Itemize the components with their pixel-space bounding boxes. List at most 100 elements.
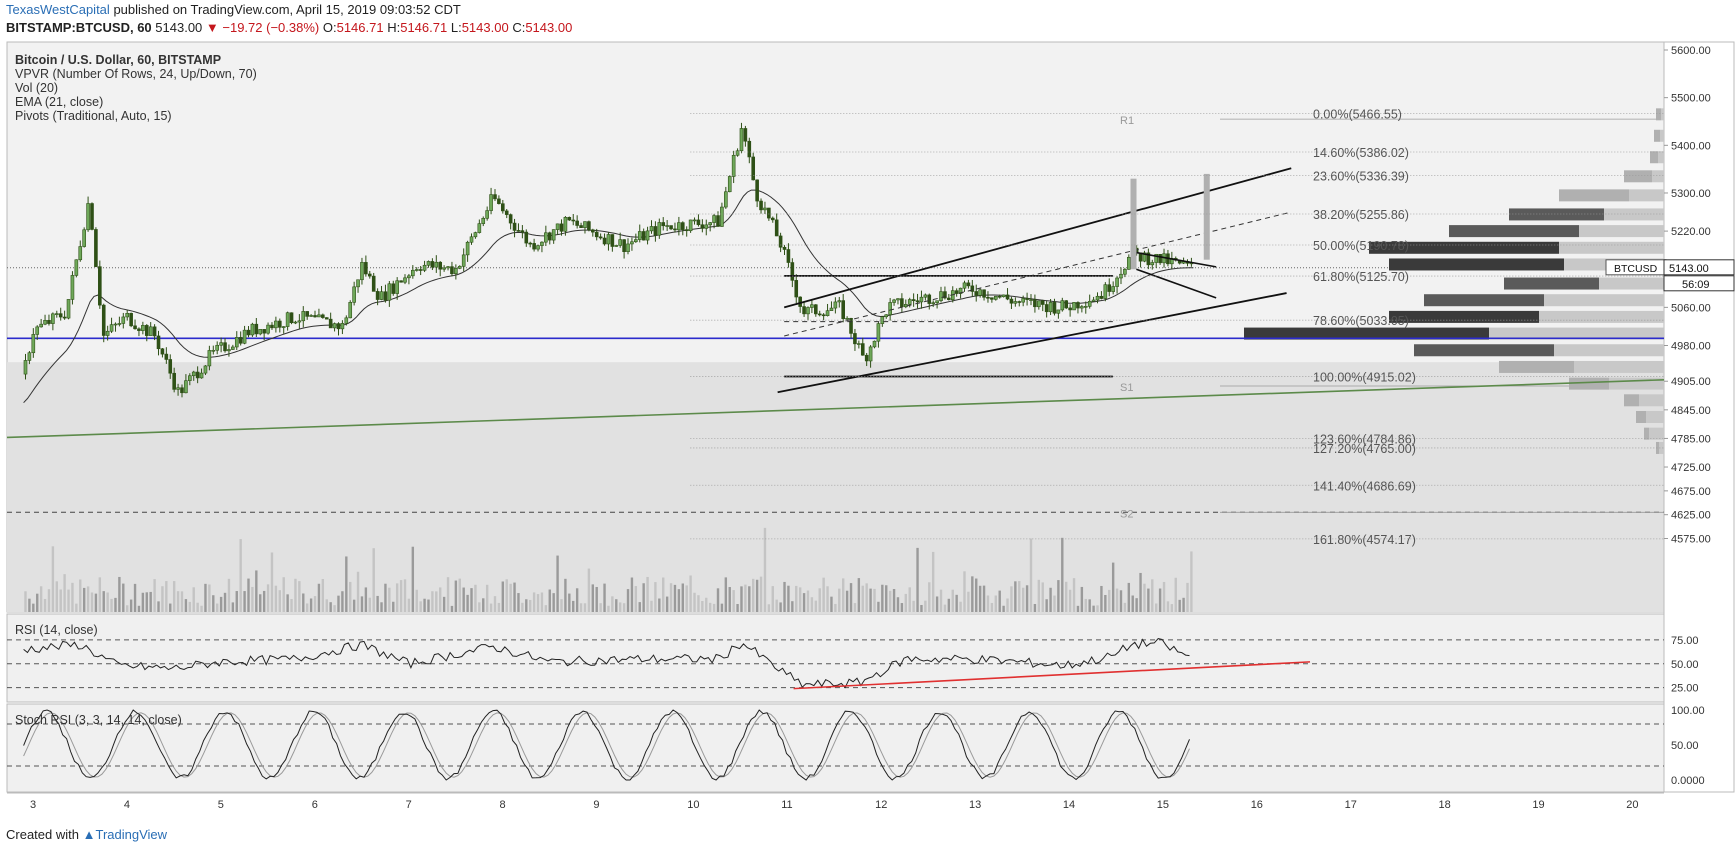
candle-body [774, 219, 779, 237]
candle-body [1021, 298, 1025, 303]
volume-bar [1065, 581, 1068, 612]
candle-body [199, 372, 204, 379]
candle-body [551, 229, 556, 241]
price-change: ▼ −19.72 (−0.38%) [205, 20, 320, 35]
volume-bar [266, 584, 270, 612]
volume-bar [67, 589, 70, 612]
candle-body [555, 223, 560, 230]
volume-bar [368, 597, 371, 612]
volume-bar [775, 599, 778, 612]
candle-body [594, 231, 599, 238]
vpvr-up-bar [1636, 410, 1646, 423]
candle-body [371, 275, 376, 292]
volume-bar [325, 599, 328, 612]
price-axis-label: 5300.00 [1671, 188, 1711, 200]
volume-bar [881, 584, 884, 612]
candle-body [1001, 294, 1006, 298]
candle-body [461, 254, 466, 267]
fib-label: 141.40%(4686.69) [1313, 479, 1416, 493]
volume-bar [1033, 603, 1037, 612]
rsi-label[interactable]: RSI (14, close) [15, 623, 98, 637]
candle-body [246, 329, 251, 336]
volume-bar [305, 603, 309, 612]
candle-body [1064, 300, 1069, 309]
volume-bar [274, 585, 278, 612]
pennant-upper-line [1136, 251, 1217, 268]
volume-bar [697, 595, 700, 612]
volume-bar [802, 593, 806, 612]
candle-body [1111, 286, 1115, 292]
candle-body [598, 236, 603, 239]
candle-body [105, 330, 110, 336]
candle-body [129, 313, 133, 327]
high-value: 5146.71 [400, 20, 448, 35]
x-tick-label: 3 [30, 799, 36, 811]
candle-body [641, 231, 646, 241]
candle-body [731, 154, 736, 177]
legend-vpvr[interactable]: VPVR (Number Of Rows, 24, Up/Down, 70) [15, 67, 257, 81]
candle-body [1009, 298, 1014, 304]
candle-body [430, 261, 435, 268]
volume-bar [345, 556, 348, 612]
candle-body [219, 342, 223, 346]
volume-bar [470, 588, 473, 612]
candle-body [810, 304, 814, 308]
volume-bar [998, 590, 1001, 612]
candle-body [387, 283, 392, 301]
volume-bar [188, 601, 192, 612]
volume-bar [39, 586, 43, 612]
vpvr-up-bar [1624, 394, 1639, 407]
candle-body [884, 314, 889, 318]
x-tick-label: 4 [124, 799, 130, 811]
volume-bar [356, 571, 360, 612]
candle-body [997, 295, 1002, 298]
volume-bar [169, 603, 172, 612]
candle-body [876, 323, 881, 342]
candle-body [720, 206, 724, 227]
legend-vol[interactable]: Vol (20) [15, 81, 59, 95]
vpvr-up-bar [1569, 377, 1609, 390]
stoch-axis-label: 100.00 [1671, 705, 1705, 717]
volume-bar [341, 591, 344, 612]
vpvr-up-bar [1424, 294, 1544, 307]
candle-body [86, 203, 90, 231]
volume-bar [959, 601, 962, 612]
vpvr-down-bar [1579, 225, 1664, 238]
close-label: C: [512, 20, 526, 35]
volume-bar [427, 599, 430, 612]
volume-bar [415, 589, 418, 612]
volume-bar [947, 598, 951, 612]
publisher-link[interactable]: TexasWestCapital [6, 2, 110, 17]
volume-bar [943, 604, 947, 612]
candle-body [250, 323, 255, 336]
price-axis-label: 5600.00 [1671, 45, 1711, 57]
candle-body [379, 291, 384, 300]
volume-bar [712, 603, 716, 612]
candle-body [160, 348, 165, 355]
candle-body [665, 225, 669, 227]
volume-bar [673, 584, 677, 612]
volume-bar [36, 593, 39, 612]
tradingview-link[interactable]: TradingView [95, 827, 168, 842]
candle-body [356, 279, 360, 288]
candle-body [602, 237, 607, 245]
volume-bar [497, 602, 501, 612]
candle-body [51, 313, 55, 324]
candle-body [446, 266, 450, 269]
volume-bar [501, 581, 505, 612]
legend-ema[interactable]: EMA (21, close) [15, 95, 104, 109]
volume-bar [857, 578, 861, 612]
vpvr-down-bar [1554, 344, 1664, 357]
volume-bar [591, 584, 595, 612]
x-tick-label: 5 [218, 799, 224, 811]
candle-body [473, 232, 478, 238]
candle-body [845, 317, 849, 320]
candle-body [31, 334, 36, 354]
stoch-rsi-label[interactable]: Stoch RSI (3, 3, 14, 14, close) [15, 713, 182, 727]
legend-pivots[interactable]: Pivots (Traditional, Auto, 15) [15, 109, 172, 123]
volume-bar [270, 552, 274, 612]
candle-body [477, 223, 482, 233]
volume-bar [450, 605, 454, 612]
candle-body [634, 239, 638, 243]
